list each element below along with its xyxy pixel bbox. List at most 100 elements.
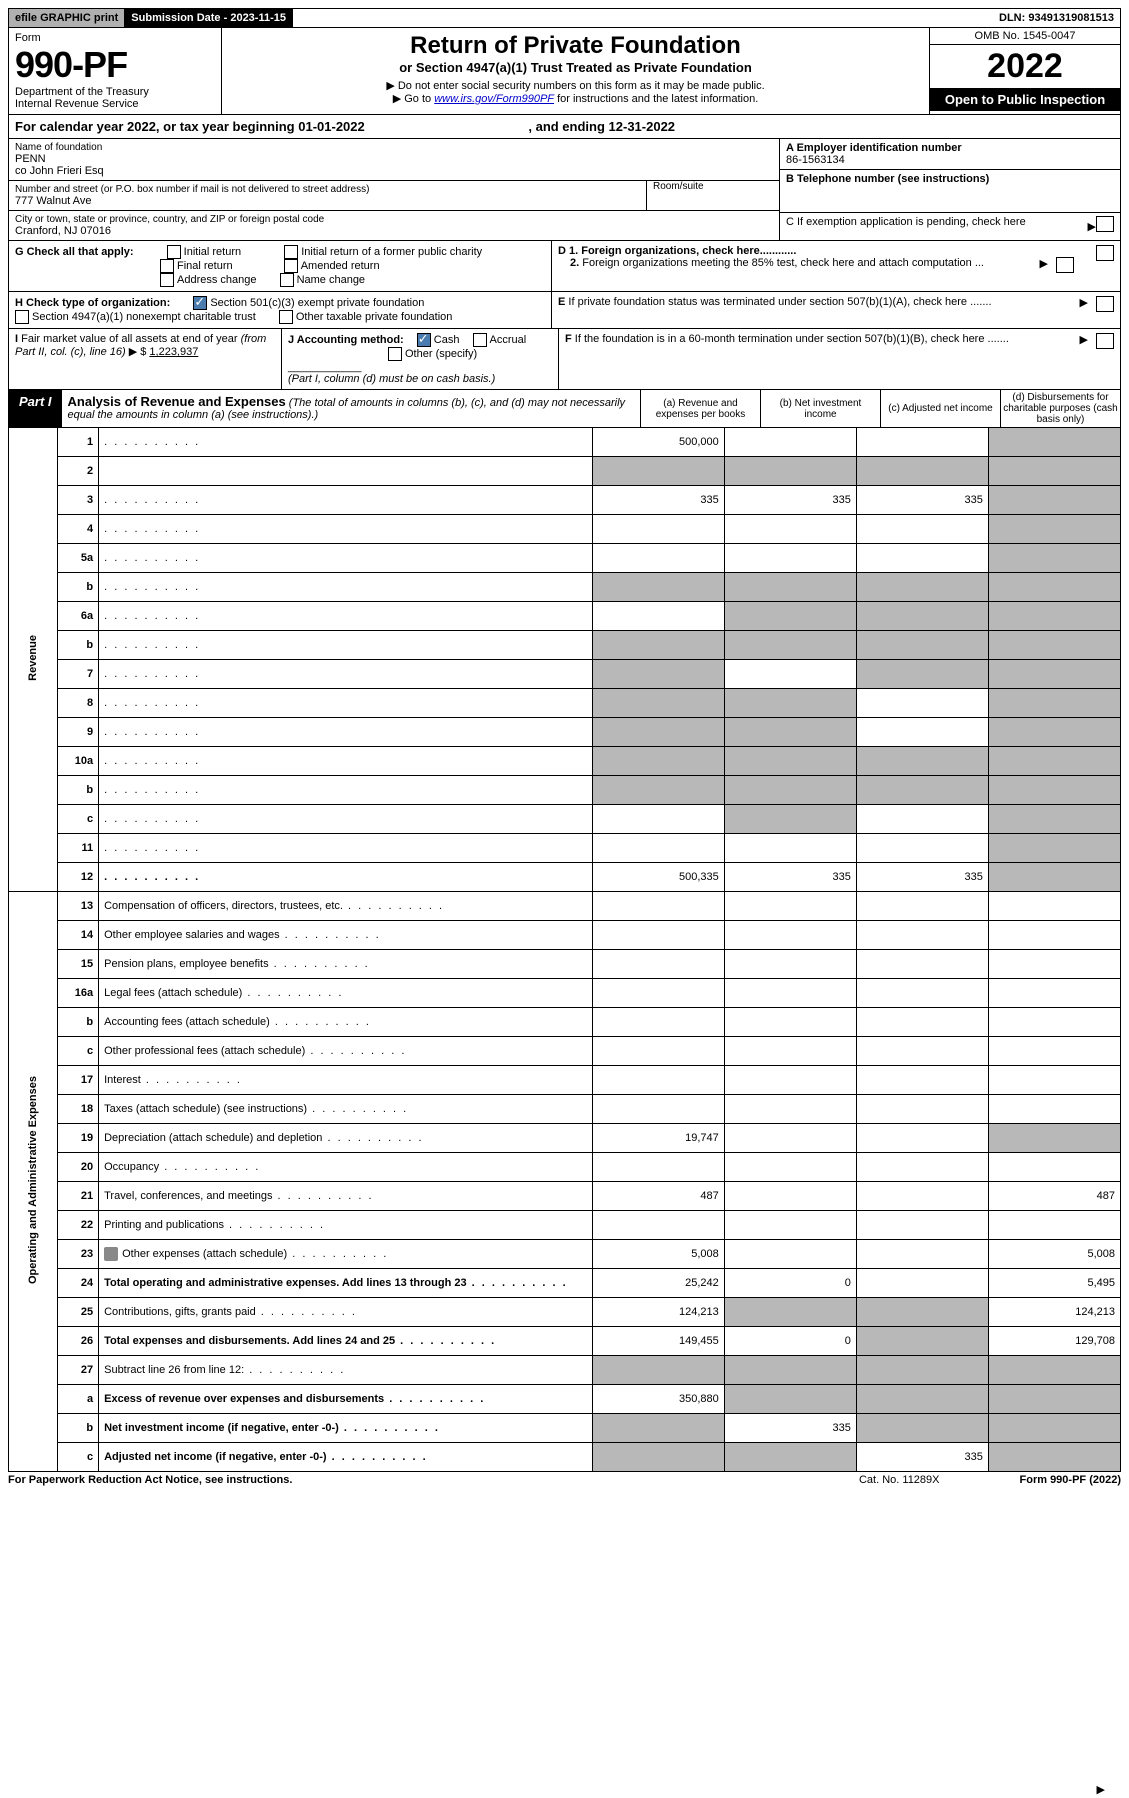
- line-number: 16a: [58, 979, 99, 1008]
- line-number: b: [58, 776, 99, 805]
- g-amended-checkbox[interactable]: [284, 259, 298, 273]
- line-description: Occupancy: [99, 1153, 593, 1182]
- foundation-name-2: co John Frieri Esq: [15, 165, 773, 177]
- line-description: Depreciation (attach schedule) and deple…: [99, 1124, 593, 1153]
- col-b-value: 0: [724, 1327, 856, 1356]
- col-c-value: [856, 660, 988, 689]
- dept-treasury: Department of the Treasury: [15, 86, 215, 98]
- col-c-header: (c) Adjusted net income: [880, 390, 1000, 427]
- attachment-icon[interactable]: [104, 1247, 118, 1261]
- col-d-value: [988, 544, 1120, 573]
- line-number: b: [58, 1008, 99, 1037]
- line-description: Legal fees (attach schedule): [99, 979, 593, 1008]
- col-a-value: [592, 689, 724, 718]
- col-d-value: [988, 747, 1120, 776]
- page-footer: For Paperwork Reduction Act Notice, see …: [8, 1472, 1121, 1486]
- line-description: [99, 747, 593, 776]
- col-a-value: 500,335: [592, 863, 724, 892]
- col-c-value: [856, 1182, 988, 1211]
- entity-info: Name of foundation PENN co John Frieri E…: [8, 139, 1121, 241]
- line-description: [99, 776, 593, 805]
- street-address: 777 Walnut Ave: [15, 195, 646, 207]
- part-1-title: Analysis of Revenue and Expenses: [68, 394, 286, 409]
- col-d-value: [988, 1356, 1120, 1385]
- line-number: 23: [58, 1240, 99, 1269]
- col-d-value: 129,708: [988, 1327, 1120, 1356]
- j-other-checkbox[interactable]: [388, 347, 402, 361]
- line-description: Excess of revenue over expenses and disb…: [99, 1385, 593, 1414]
- j-cash-checkbox[interactable]: [417, 333, 431, 347]
- h-4947-checkbox[interactable]: [15, 310, 29, 324]
- street-label: Number and street (or P.O. box number if…: [15, 184, 646, 195]
- line-number: 3: [58, 486, 99, 515]
- col-d-value: [988, 979, 1120, 1008]
- line-number: 8: [58, 689, 99, 718]
- col-c-value: [856, 1298, 988, 1327]
- col-d-value: [988, 1037, 1120, 1066]
- instruction-1: ▶ Do not enter social security numbers o…: [228, 79, 923, 92]
- line-description: Other employee salaries and wages: [99, 921, 593, 950]
- d2-checkbox[interactable]: [1056, 257, 1074, 273]
- col-d-value: [988, 1414, 1120, 1443]
- col-a-value: 487: [592, 1182, 724, 1211]
- col-a-value: [592, 718, 724, 747]
- g-name-change-checkbox[interactable]: [280, 273, 294, 287]
- line-description: [99, 863, 593, 892]
- efile-print-button[interactable]: efile GRAPHIC print: [9, 9, 125, 27]
- d1-label: D 1. Foreign organizations, check here..…: [558, 245, 796, 257]
- g-initial-return-checkbox[interactable]: [167, 245, 181, 259]
- g-address-change-checkbox[interactable]: [160, 273, 174, 287]
- line-number: b: [58, 631, 99, 660]
- irs-link[interactable]: www.irs.gov/Form990PF: [434, 93, 554, 105]
- col-c-value: [856, 1066, 988, 1095]
- col-a-value: 19,747: [592, 1124, 724, 1153]
- col-c-value: [856, 805, 988, 834]
- e-checkbox[interactable]: [1096, 296, 1114, 312]
- omb-number: OMB No. 1545-0047: [930, 28, 1120, 45]
- city-label: City or town, state or province, country…: [15, 214, 773, 225]
- line-description: Subtract line 26 from line 12:: [99, 1356, 593, 1385]
- line-number: 21: [58, 1182, 99, 1211]
- col-c-value: [856, 515, 988, 544]
- d1-checkbox[interactable]: [1096, 245, 1114, 261]
- f-checkbox[interactable]: [1096, 333, 1114, 349]
- col-d-value: [988, 921, 1120, 950]
- h-501c3-checkbox[interactable]: [193, 296, 207, 310]
- col-a-value: [592, 1066, 724, 1095]
- line-number: 14: [58, 921, 99, 950]
- col-b-value: [724, 950, 856, 979]
- col-b-value: [724, 747, 856, 776]
- line-number: 27: [58, 1356, 99, 1385]
- col-d-value: [988, 660, 1120, 689]
- line-number: 9: [58, 718, 99, 747]
- col-c-value: [856, 747, 988, 776]
- col-b-value: [724, 660, 856, 689]
- line-description: [99, 602, 593, 631]
- col-c-value: 335: [856, 1443, 988, 1472]
- line-number: 12: [58, 863, 99, 892]
- col-b-value: [724, 1356, 856, 1385]
- g-final-return-checkbox[interactable]: [160, 259, 174, 273]
- col-a-value: 500,000: [592, 428, 724, 457]
- j-accrual-checkbox[interactable]: [473, 333, 487, 347]
- line-number: 22: [58, 1211, 99, 1240]
- col-a-value: [592, 1443, 724, 1472]
- col-d-value: [988, 1066, 1120, 1095]
- h-other-checkbox[interactable]: [279, 310, 293, 324]
- col-c-value: [856, 979, 988, 1008]
- col-d-value: 487: [988, 1182, 1120, 1211]
- line-number: 4: [58, 515, 99, 544]
- col-c-value: [856, 1008, 988, 1037]
- h-label: H Check type of organization:: [15, 297, 170, 309]
- col-b-value: 335: [724, 863, 856, 892]
- line-description: [99, 689, 593, 718]
- col-b-value: [724, 805, 856, 834]
- col-d-value: [988, 863, 1120, 892]
- col-c-value: [856, 1211, 988, 1240]
- col-d-value: 124,213: [988, 1298, 1120, 1327]
- box-c-checkbox[interactable]: [1096, 216, 1114, 232]
- line-number: a: [58, 1385, 99, 1414]
- line-description: Other professional fees (attach schedule…: [99, 1037, 593, 1066]
- col-b-value: [724, 689, 856, 718]
- g-initial-public-checkbox[interactable]: [284, 245, 298, 259]
